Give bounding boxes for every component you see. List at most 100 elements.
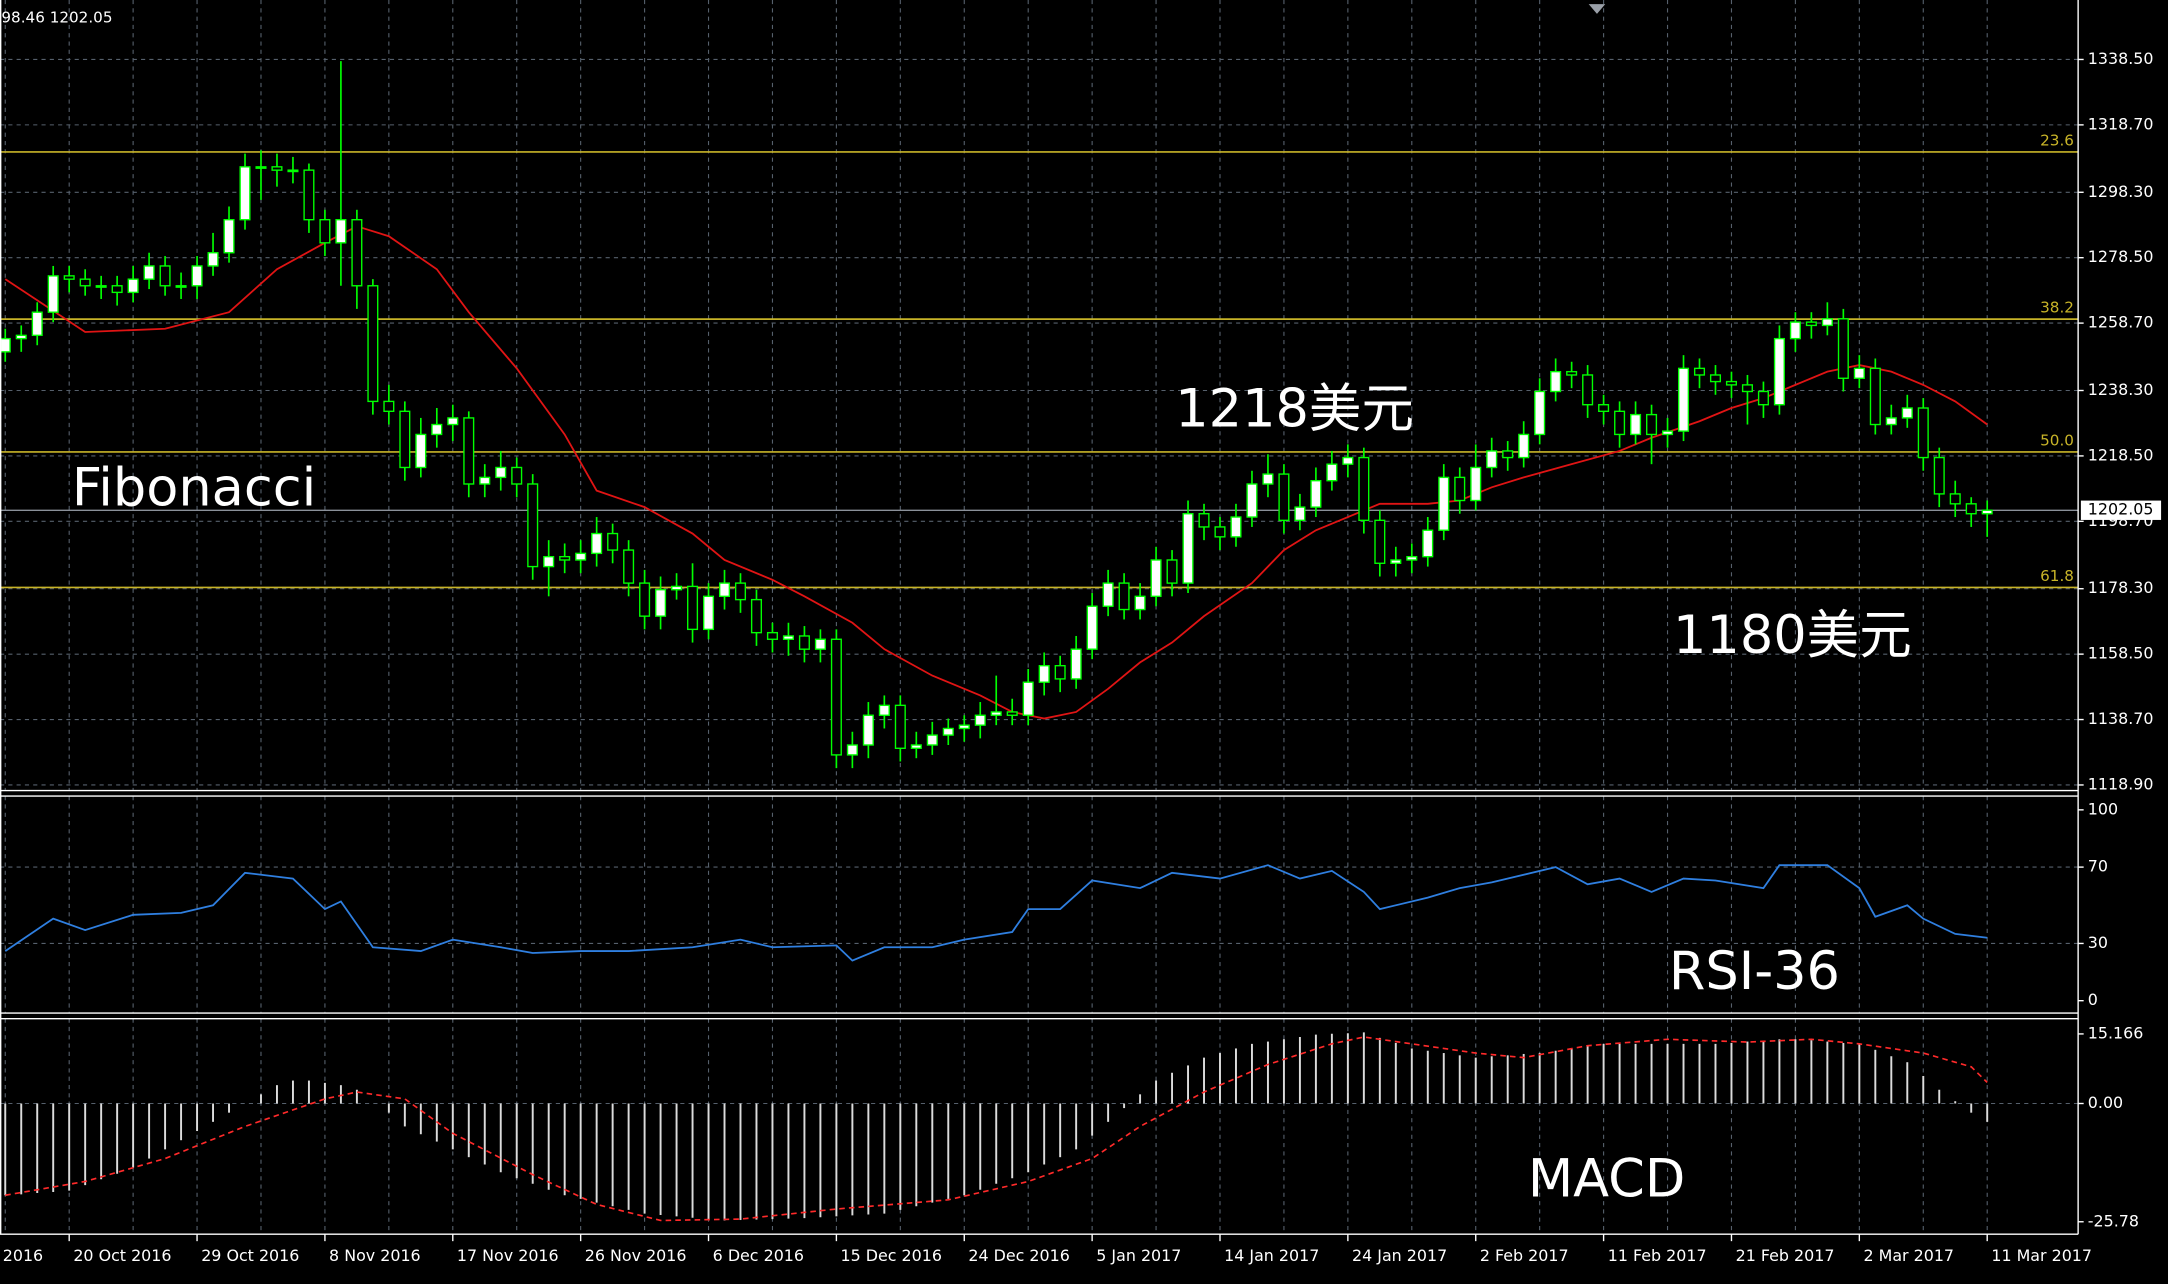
candle-body: [846, 744, 858, 756]
x-tick-label: 11 Mar 2017: [1991, 1246, 2092, 1265]
candle-body: [319, 219, 331, 244]
y-tick-label: 1138.70: [2088, 709, 2154, 728]
y-tick-label: 1238.30: [2088, 380, 2154, 399]
annotation: 1218美元: [1175, 379, 1414, 440]
candle-body: [1294, 506, 1306, 522]
candle-body: [1965, 503, 1977, 515]
candle-body: [15, 334, 27, 340]
candle-body: [1406, 555, 1418, 561]
candle-body: [335, 219, 347, 244]
candle-body: [511, 466, 523, 485]
candle-body: [447, 417, 459, 426]
x-tick-label: 14 Jan 2017: [1224, 1246, 1319, 1265]
candle-body: [479, 476, 491, 485]
candle-body: [798, 635, 810, 650]
candle-body: [814, 638, 826, 650]
candle-body: [223, 219, 235, 254]
candle-body: [1837, 318, 1849, 379]
y-tick-label: 1118.90: [2088, 774, 2154, 793]
candle-body: [671, 585, 683, 591]
fib-label: 61.8: [2040, 567, 2074, 585]
candle-body: [463, 417, 475, 485]
candle-body: [655, 589, 667, 617]
candle-body: [862, 714, 874, 746]
x-tick-label: 2016: [3, 1246, 43, 1265]
candle-body: [1773, 337, 1785, 406]
candle-body: [1150, 559, 1162, 598]
y-tick-label: 70: [2088, 857, 2108, 876]
candle-body: [271, 166, 283, 171]
candle-body: [1582, 374, 1594, 406]
candle-body: [1885, 417, 1897, 426]
candle-body: [990, 711, 1002, 716]
shift-marker: [1588, 4, 1606, 14]
candle-body: [367, 285, 379, 403]
candle-body: [639, 582, 651, 617]
candle-body: [734, 582, 747, 601]
x-tick-label: 20 Oct 2016: [73, 1246, 171, 1265]
candle-body: [1230, 516, 1242, 538]
candle-body: [127, 278, 139, 294]
candle-body: [878, 704, 890, 716]
y-tick-label: 1278.50: [2088, 247, 2154, 266]
candle-body: [1725, 380, 1737, 386]
candle-body: [1438, 476, 1450, 531]
y-tick-label: 1158.50: [2088, 644, 2154, 663]
y-tick-label: 1218.50: [2088, 445, 2154, 464]
candle-body: [1246, 483, 1258, 518]
candle-body: [1518, 433, 1530, 459]
rsi-line: [4, 864, 1988, 962]
candle-body: [1566, 370, 1578, 376]
candle-body: [1102, 582, 1114, 607]
candle-body: [79, 278, 91, 287]
candle-body: [958, 724, 970, 730]
x-tick-label: 11 Feb 2017: [1608, 1246, 1707, 1265]
candle-body: [1853, 367, 1865, 379]
last-price-label: 1202.05: [2088, 500, 2154, 519]
y-tick-label: 1298.30: [2088, 182, 2154, 201]
annotation: 1180美元: [1673, 605, 1912, 666]
candle-body: [702, 595, 715, 631]
fib-label: 50.0: [2040, 431, 2074, 449]
annotation: MACD: [1528, 1148, 1685, 1209]
candle-body: [910, 744, 922, 749]
candle-body: [1118, 582, 1130, 611]
y-tick-label: 0: [2088, 990, 2098, 1009]
candle-body: [351, 219, 363, 287]
x-tick-label: 21 Feb 2017: [1736, 1246, 1835, 1265]
x-tick-label: 15 Dec 2016: [841, 1246, 942, 1265]
y-tick-label: 1318.70: [2088, 114, 2154, 133]
candle-body: [607, 532, 619, 551]
candle-body: [1022, 681, 1034, 716]
candle-body: [1789, 321, 1801, 340]
candle-body: [495, 466, 507, 479]
candle-body: [782, 635, 794, 640]
candle-body: [1741, 384, 1753, 393]
candle-body: [575, 552, 587, 561]
candle-body: [1342, 456, 1354, 465]
candle-body: [926, 734, 938, 746]
candle-body: [1598, 404, 1610, 413]
candle-body: [1693, 367, 1706, 376]
candle-body: [95, 285, 107, 288]
last-price-box: [2080, 500, 2162, 520]
candle-body: [1614, 410, 1626, 436]
candle-body: [415, 433, 427, 469]
candle-body: [830, 638, 842, 756]
x-tick-label: 2 Mar 2017: [1863, 1246, 1954, 1265]
candle-body: [1677, 367, 1690, 432]
candle-body: [1006, 711, 1018, 716]
candle-body: [1901, 407, 1913, 419]
candle-body: [894, 704, 906, 749]
candle-body: [1646, 413, 1658, 436]
header-values: 98.46 1202.05: [1, 8, 112, 26]
candle-body: [591, 532, 603, 555]
candle-body: [1486, 450, 1498, 469]
candle-body: [750, 598, 763, 634]
candle-body: [383, 400, 395, 413]
candle-body: [287, 169, 299, 173]
candle-body: [1214, 526, 1226, 538]
candle-body: [63, 275, 75, 280]
